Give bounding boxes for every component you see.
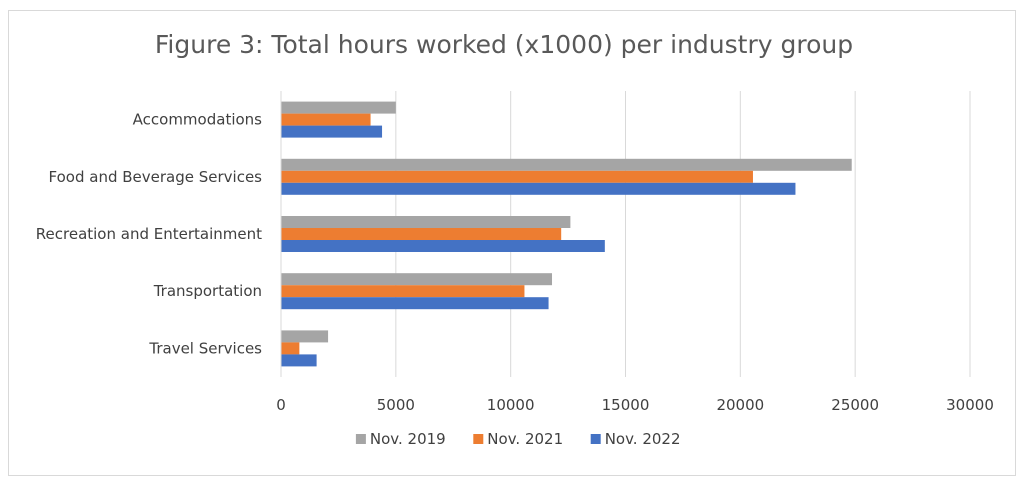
x-tick-label: 0 xyxy=(276,396,286,414)
legend-swatch-nov-2022 xyxy=(590,434,601,444)
bar-nov-2021-travel-services xyxy=(281,342,300,355)
legend-label: Nov. 2021 xyxy=(487,430,563,448)
bar-nov-2022-recreation-and-entertainment xyxy=(281,240,605,252)
category-label: Recreation and Entertainment xyxy=(36,225,262,243)
x-tick-label: 5000 xyxy=(377,396,415,414)
tick-labels: 0 5000 10000 15000 20000 25000 30000 xyxy=(276,396,994,414)
bar-nov-2021-transportation xyxy=(281,285,525,298)
x-tick-label: 10000 xyxy=(487,396,535,414)
bar-nov-2021-accommodations xyxy=(281,113,371,126)
bar-nov-2022-transportation xyxy=(281,297,549,310)
bar-nov-2022-accommodations xyxy=(281,125,383,138)
category-labels: Accommodations Food and Beverage Services… xyxy=(36,111,262,358)
category-label: Travel Services xyxy=(148,339,262,357)
legend-label: Nov. 2022 xyxy=(605,430,681,448)
chart-title: Figure 3: Total hours worked (x1000) per… xyxy=(154,30,854,59)
bar-nov-2019-accommodations xyxy=(281,101,396,114)
bar-nov-2021-food-and-beverage-services xyxy=(281,170,753,183)
legend: Nov. 2019 Nov. 2021 Nov. 2022 xyxy=(355,430,681,448)
legend-swatch-nov-2019 xyxy=(355,434,366,444)
category-label: Transportation xyxy=(153,282,262,300)
bar-nov-2022-travel-services xyxy=(281,354,317,367)
bar-nov-2022-food-and-beverage-services xyxy=(281,182,796,195)
legend-swatch-nov-2021 xyxy=(473,434,484,444)
bar-nov-2019-food-and-beverage-services xyxy=(281,158,852,171)
x-tick-label: 20000 xyxy=(716,396,764,414)
bar-nov-2019-recreation-and-entertainment xyxy=(281,216,571,228)
x-tick-label: 15000 xyxy=(602,396,650,414)
bars xyxy=(281,101,852,367)
category-label: Food and Beverage Services xyxy=(49,168,263,186)
x-tick-label: 30000 xyxy=(946,396,994,414)
category-label: Accommodations xyxy=(133,111,263,129)
bar-nov-2019-travel-services xyxy=(281,330,329,343)
bar-nov-2021-recreation-and-entertainment xyxy=(281,228,562,240)
legend-label: Nov. 2019 xyxy=(370,430,446,448)
x-tick-label: 25000 xyxy=(831,396,879,414)
bar-nov-2019-transportation xyxy=(281,273,553,286)
